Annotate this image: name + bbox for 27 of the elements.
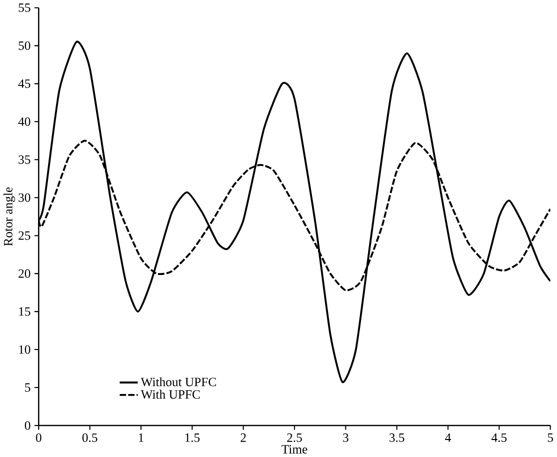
y-axis-title: Rotor angle bbox=[4, 187, 16, 246]
y-tick-label: 25 bbox=[18, 231, 30, 240]
x-tick-label: 2 bbox=[240, 433, 246, 442]
x-tick-label: 3.5 bbox=[390, 433, 404, 442]
y-tick-label: 20 bbox=[18, 269, 30, 278]
legend-label: Without UPFC bbox=[140, 377, 216, 386]
x-tick-label: 2.5 bbox=[287, 433, 302, 442]
y-tick-label: 45 bbox=[18, 79, 30, 88]
y-tick-label: 55 bbox=[18, 3, 30, 12]
x-tick-label: 4 bbox=[445, 433, 451, 442]
y-tick-label: 5 bbox=[25, 383, 30, 392]
y-tick-label: 50 bbox=[18, 41, 30, 50]
y-tick-label: 35 bbox=[18, 155, 30, 164]
x-tick-label: 0.5 bbox=[82, 433, 98, 442]
y-tick-label: 15 bbox=[19, 307, 30, 316]
x-tick-label: 1.5 bbox=[185, 433, 200, 442]
x-tick-label: 5 bbox=[548, 433, 553, 442]
legend-label: With UPFC bbox=[140, 390, 200, 399]
x-axis-title: Time bbox=[282, 445, 308, 454]
x-tick-label: 0 bbox=[36, 433, 42, 442]
y-tick-label: 40 bbox=[18, 117, 30, 126]
y-tick-label: 0 bbox=[24, 421, 30, 430]
x-tick-label: 3 bbox=[343, 433, 348, 442]
x-tick-label: 1 bbox=[138, 433, 144, 442]
y-tick-label: 30 bbox=[18, 193, 30, 202]
x-tick-label: 4.5 bbox=[491, 433, 507, 442]
y-tick-label: 10 bbox=[19, 345, 30, 354]
